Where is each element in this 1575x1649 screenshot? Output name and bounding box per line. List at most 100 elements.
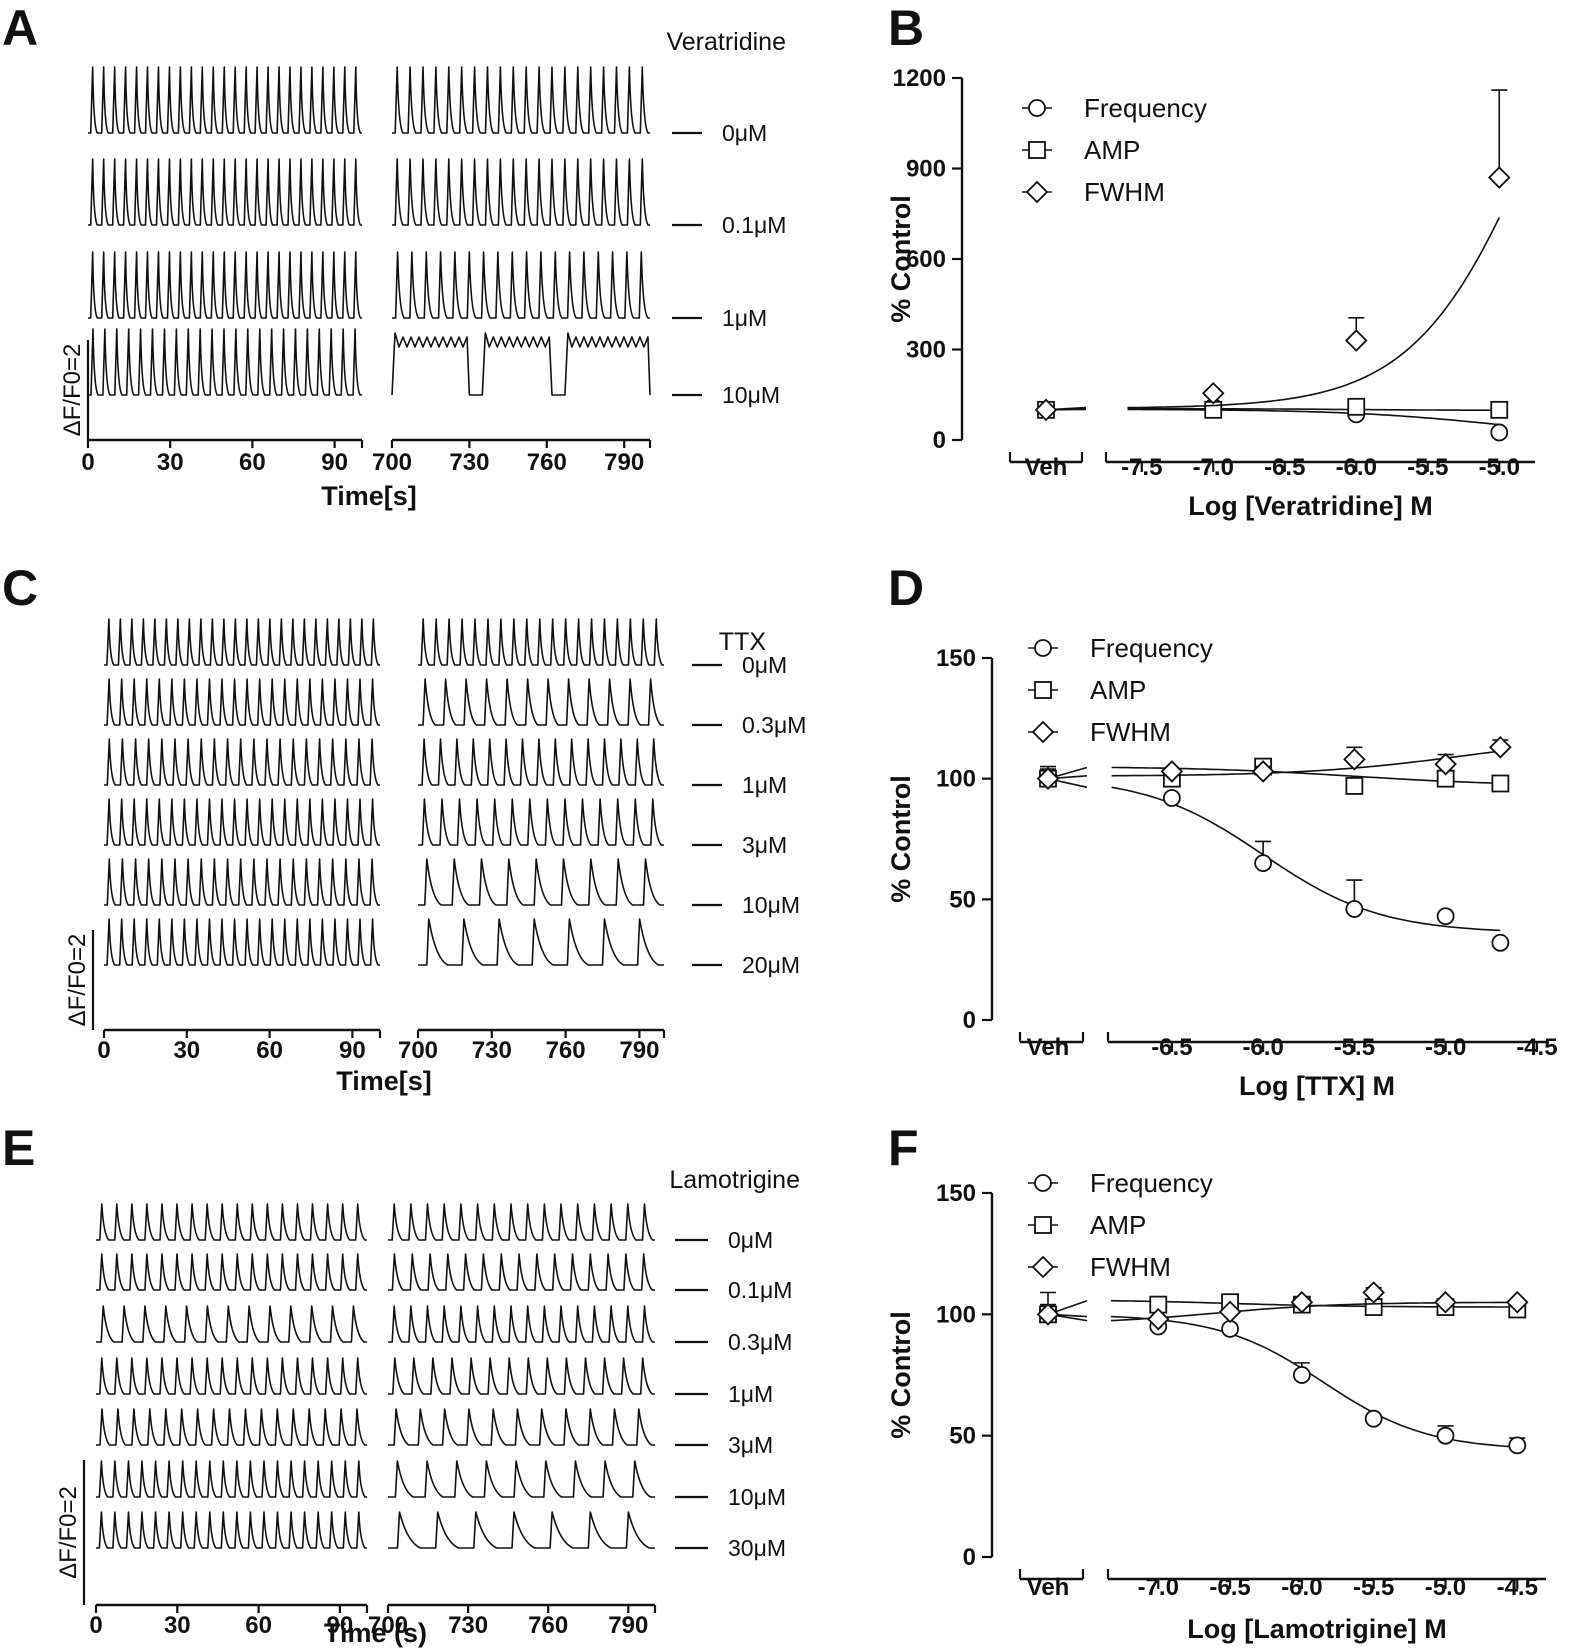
- x-tick-label: -6.0: [1336, 454, 1377, 481]
- drug-name: TTX: [719, 628, 767, 656]
- circle-marker: [1345, 900, 1364, 918]
- square-marker: [1034, 681, 1052, 699]
- legend-label: AMP: [1084, 135, 1140, 165]
- veh-label: Veh: [1025, 454, 1068, 481]
- calcium-trace-left: [104, 738, 380, 786]
- diamond-marker: [1489, 736, 1512, 759]
- x-tick-label: -7.0: [1138, 1574, 1179, 1601]
- x-tick-label: -6.5: [1209, 1574, 1250, 1601]
- concentration-label: 0.3μM: [742, 712, 806, 738]
- fit-curve-circle: [1127, 408, 1500, 426]
- calcium-trace-left: [96, 1408, 367, 1446]
- fit-curve-diamond: [1127, 217, 1501, 409]
- time-tick-label: 30: [157, 449, 184, 476]
- concentration-label: 10μM: [742, 892, 800, 918]
- calcium-trace-left: [96, 1253, 367, 1291]
- circle-marker: [1221, 1319, 1239, 1338]
- time-tick-label: 730: [448, 1612, 488, 1639]
- square-marker: [1028, 141, 1046, 159]
- diamond-marker: [1031, 720, 1055, 744]
- concentration-label: 0μM: [722, 120, 767, 146]
- panel-letter-c: C: [2, 560, 38, 616]
- concentration-label: 3μM: [728, 1432, 773, 1458]
- panel-letter-e: E: [2, 1120, 35, 1176]
- x-tick-label: -7.0: [1193, 454, 1234, 481]
- calcium-trace-left: [104, 918, 380, 966]
- x-tick-label: -5.0: [1425, 1574, 1466, 1601]
- time-tick-label: 30: [164, 1612, 191, 1639]
- time-tick-label: 760: [528, 1612, 568, 1639]
- calcium-trace-left: [104, 858, 380, 906]
- time-axis-title: Time[s]: [321, 481, 417, 511]
- legend-label: AMP: [1090, 675, 1146, 705]
- x-tick-label: -5.0: [1479, 454, 1520, 481]
- square-marker: [1490, 400, 1509, 419]
- time-axis-title: Time (s): [324, 1618, 427, 1648]
- legend-label: FWHM: [1090, 1252, 1171, 1282]
- scale-bar-label: ΔF/F0=2: [64, 934, 91, 1027]
- circle-marker: [1034, 639, 1052, 657]
- time-tick-label: 90: [339, 1037, 366, 1064]
- time-tick-label: 700: [372, 449, 412, 476]
- calcium-trace-right: [418, 918, 664, 966]
- y-axis-title: % Control: [886, 1311, 916, 1439]
- x-tick-label: -5.5: [1407, 454, 1448, 481]
- calcium-trace-left: [96, 1305, 367, 1343]
- drug-name: Lamotrigine: [669, 1166, 800, 1194]
- calcium-trace-right: [418, 678, 664, 726]
- time-tick-label: 730: [472, 1037, 512, 1064]
- diamond-marker: [1343, 748, 1366, 771]
- calcium-trace-right: [418, 798, 664, 846]
- x-tick-label: -5.5: [1334, 1034, 1375, 1061]
- concentration-label: 10μM: [728, 1484, 786, 1510]
- y-axis-title: % Control: [886, 195, 916, 323]
- time-tick-label: 60: [256, 1037, 283, 1064]
- panel-letter-b: B: [888, 0, 924, 56]
- diamond-marker: [1031, 1255, 1055, 1279]
- y-tick-label: 1200: [893, 65, 946, 92]
- y-tick-label: 0: [933, 427, 946, 454]
- y-tick-label: 0: [963, 1544, 976, 1571]
- diamond-marker: [1034, 398, 1058, 422]
- y-tick-label: 100: [936, 766, 976, 793]
- y-tick-label: 150: [936, 1180, 976, 1207]
- calcium-trace-right: [388, 1408, 655, 1446]
- x-tick-label: -6.5: [1151, 1034, 1192, 1061]
- trace-panel-a: Veratridine 0μM 0.1μM 1μM 10μM ΔF/F0=2 0 30 60 90…: [59, 28, 786, 511]
- diamond-marker: [1506, 1290, 1529, 1314]
- x-tick-label: -7.5: [1121, 454, 1162, 481]
- legend-label: Frequency: [1084, 93, 1207, 123]
- concentration-label: 30μM: [728, 1535, 786, 1561]
- concentration-label: 3μM: [742, 832, 787, 858]
- concentration-label: 1μM: [728, 1381, 773, 1407]
- calcium-trace-left: [104, 618, 380, 666]
- x-tick-label: -4.5: [1516, 1034, 1557, 1061]
- concentration-label: 20μM: [742, 952, 800, 978]
- diamond-marker: [1251, 760, 1275, 783]
- time-tick-label: 790: [619, 1037, 659, 1064]
- legend-label: FWHM: [1084, 177, 1165, 207]
- error-bar: [1491, 89, 1508, 178]
- concentration-label: 0.3μM: [728, 1329, 792, 1355]
- legend-label: Frequency: [1090, 1168, 1213, 1198]
- time-tick-label: 0: [81, 449, 94, 476]
- diamond-marker: [1434, 752, 1457, 776]
- calcium-trace-left: [88, 251, 362, 319]
- time-tick-label: 760: [527, 449, 567, 476]
- scale-bar-label: ΔF/F0=2: [59, 344, 86, 437]
- y-tick-label: 50: [949, 886, 976, 913]
- diamond-marker: [1025, 180, 1049, 204]
- circle-marker: [1162, 789, 1181, 807]
- chart-panel-f: 0 50 100 150 % Control Veh -7.0 -6.5 -6.0 -5.5 -5.…: [886, 1168, 1546, 1644]
- calcium-trace-left: [104, 678, 380, 726]
- square-marker: [1345, 777, 1364, 795]
- diamond-marker: [1201, 381, 1225, 405]
- scale-bar-label: ΔF/F0=2: [55, 1486, 82, 1579]
- time-tick-label: 790: [604, 449, 644, 476]
- square-marker: [1347, 397, 1366, 416]
- circle-marker: [1490, 423, 1509, 442]
- time-tick-label: 60: [245, 1612, 272, 1639]
- time-tick-label: 90: [321, 449, 348, 476]
